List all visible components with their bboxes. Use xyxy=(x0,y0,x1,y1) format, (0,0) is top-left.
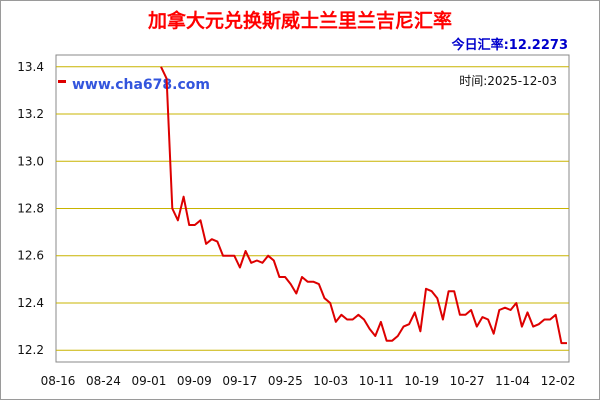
date-label: 时间:2025-12-03 xyxy=(459,74,557,88)
x-tick-label: 10-19 xyxy=(404,374,439,388)
x-tick-label: 11-04 xyxy=(495,374,530,388)
rate-series-line xyxy=(160,66,567,345)
x-tick-label: 10-11 xyxy=(359,374,394,388)
x-tick-label: 09-01 xyxy=(131,374,166,388)
chart-title: 加拿大元兑换斯威士兰里兰吉尼汇率 xyxy=(147,10,452,32)
y-tick-label: 12.2 xyxy=(17,343,44,357)
y-tick-label: 13.2 xyxy=(17,107,44,121)
y-tick-label: 12.8 xyxy=(17,202,44,216)
x-tick-label: 09-25 xyxy=(268,374,303,388)
today-rate: 今日汇率:12.2273 xyxy=(451,38,568,53)
start-marker xyxy=(58,80,66,83)
x-tick-label: 08-16 xyxy=(41,374,76,388)
watermark: www.cha678.com xyxy=(72,77,210,93)
y-tick-label: 12.6 xyxy=(17,249,44,263)
x-tick-label: 08-24 xyxy=(86,374,121,388)
x-tick-label: 09-09 xyxy=(177,374,212,388)
y-tick-label: 13.4 xyxy=(17,60,44,74)
x-tick-label: 10-03 xyxy=(313,374,348,388)
y-tick-label: 13.0 xyxy=(17,154,44,168)
x-tick-label: 12-02 xyxy=(541,374,576,388)
x-tick-label: 10-27 xyxy=(450,374,485,388)
x-tick-label: 09-17 xyxy=(222,374,257,388)
y-tick-label: 12.4 xyxy=(17,296,44,310)
